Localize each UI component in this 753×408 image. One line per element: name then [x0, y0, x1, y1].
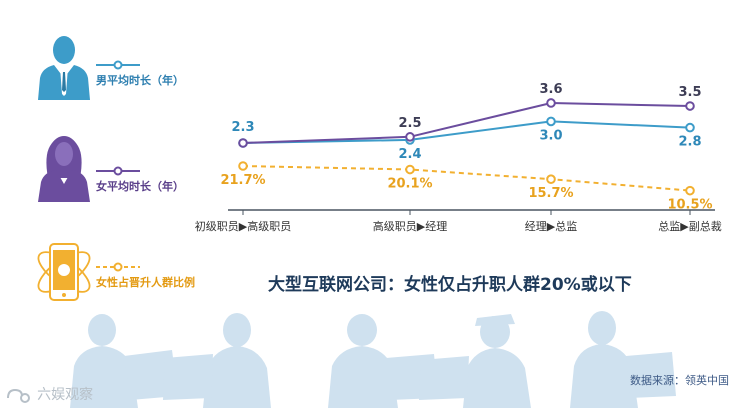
- phone-atom-icon: [37, 243, 91, 301]
- ratio-data-point: [685, 185, 695, 196]
- male-data-point: [685, 122, 695, 133]
- female-person-icon: [38, 136, 90, 202]
- male-data-label: 2.4: [398, 147, 421, 162]
- ratio-data-point: [546, 174, 556, 184]
- ratio-series-line: [242, 165, 691, 192]
- watermark-text: 六娱观察: [37, 387, 94, 403]
- male-person-icon: [38, 36, 90, 100]
- ratio-data-label: 10.5%: [667, 198, 712, 213]
- male-data-label: 2.3: [231, 120, 254, 135]
- ratio-data-label: 15.7%: [528, 186, 573, 201]
- ratio-data-point: [405, 164, 415, 175]
- x-tick-label: 高级职员▶经理: [373, 219, 447, 233]
- female-series-line: [242, 101, 691, 144]
- female-data-point: [405, 132, 415, 142]
- ratio-legend-line: [96, 262, 140, 272]
- x-tick-label: 经理▶总监: [525, 219, 577, 233]
- ratio-data-label: 20.1%: [387, 177, 432, 192]
- male-legend-line: [96, 60, 140, 70]
- ratio-data-point: [238, 161, 248, 171]
- female-data-point: [238, 138, 248, 148]
- brand-logo-icon: [7, 388, 30, 403]
- male-data-label: 2.8: [678, 135, 701, 150]
- ratio-legend-label: 女性占晋升人群比例: [96, 276, 195, 289]
- male-series-line: [242, 120, 691, 144]
- female-data-point: [546, 98, 556, 108]
- x-tick-label: 初级职员▶高级职员: [195, 219, 291, 233]
- x-tick-label: 总监▶副总裁: [658, 219, 721, 233]
- brand-logo: 六娱观察: [6, 384, 93, 404]
- female-legend-line: [96, 166, 140, 176]
- female-data-label: 3.6: [539, 82, 562, 97]
- female-data-label: 2.5: [398, 116, 421, 131]
- male-data-point: [546, 116, 556, 127]
- male-data-label: 3.0: [539, 128, 562, 143]
- female-data-label: 3.5: [678, 85, 701, 100]
- male-legend-label: 男平均时长（年）: [96, 74, 184, 87]
- female-legend-label: 女平均时长（年）: [96, 180, 184, 193]
- ratio-data-label: 21.7%: [220, 173, 265, 188]
- data-source-note: 数据来源：领英中国: [630, 374, 729, 387]
- working-people-silhouette: [70, 311, 676, 408]
- chart-headline: 大型互联网公司：女性仅占升职人群20%或以下: [268, 275, 632, 295]
- female-data-point: [685, 101, 695, 111]
